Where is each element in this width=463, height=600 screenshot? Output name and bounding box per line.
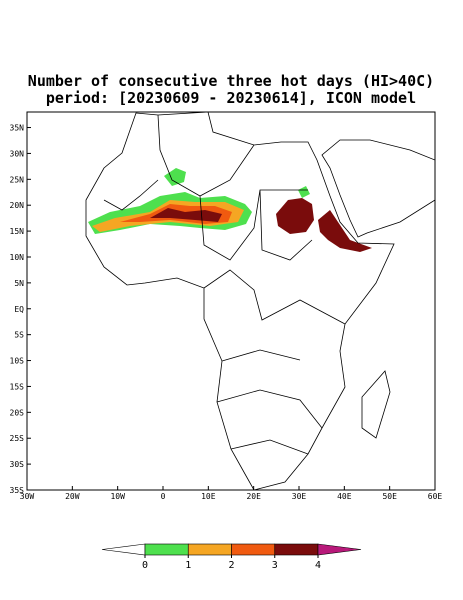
x-tick-label: 10E [201, 492, 216, 501]
y-tick-label: 10N [10, 253, 25, 262]
borders [103, 114, 346, 455]
y-tick-label: 20S [10, 408, 25, 417]
map [85, 112, 435, 490]
colorbar-segment [144, 543, 189, 556]
arabia [321, 139, 435, 238]
x-tick-label: 40E [337, 492, 352, 501]
x-tick-label: 50E [382, 492, 397, 501]
madagascar [361, 370, 391, 439]
x-tick-label: 20W [65, 492, 80, 501]
area-6 [276, 198, 314, 234]
y-tick-label: EQ [14, 305, 24, 314]
hot-areas [88, 168, 372, 252]
colorbar-end [101, 543, 146, 556]
y-tick-label: 20N [10, 201, 25, 210]
y-tick-label: 25S [10, 434, 25, 443]
area-7 [318, 210, 372, 252]
colorbar-segment [274, 543, 319, 556]
map-frame [26, 111, 436, 491]
y-tick-label: 15N [10, 227, 25, 236]
y-tick-label: 25N [10, 175, 25, 184]
colorbar-label: 3 [272, 560, 278, 571]
colorbar-segment [187, 543, 232, 556]
area-5 [164, 168, 186, 186]
colorbar-label: 1 [185, 560, 191, 571]
y-tick-label: 15S [10, 382, 25, 391]
colorbar-label: 0 [142, 560, 148, 571]
x-tick-label: 30E [292, 492, 307, 501]
x-tick-label: 60E [428, 492, 443, 501]
africa [85, 112, 395, 490]
subtitle: period: [20230609 - 20230614], ICON mode… [46, 89, 416, 107]
x-tick-label: 30W [20, 492, 35, 501]
title: Number of consecutive three hot days (HI… [28, 72, 434, 90]
y-tick-label: 30S [10, 460, 25, 469]
y-tick-label: 30N [10, 149, 25, 158]
y-tick-label: 5N [14, 279, 24, 288]
x-tick-label: 20E [246, 492, 261, 501]
x-tick-label: 10W [110, 492, 125, 501]
y-tick-label: 35N [10, 124, 25, 133]
coastlines [85, 112, 435, 490]
colorbar-label: 2 [228, 560, 234, 571]
y-tick-label: 10S [10, 357, 25, 366]
colorbar-segment [231, 543, 276, 556]
colorbar-label: 4 [315, 560, 321, 571]
colorbar-end [317, 543, 362, 556]
area-8 [298, 186, 310, 198]
y-tick-label: 35S [10, 486, 25, 495]
area-4 [150, 208, 222, 222]
x-tick-label: 0 [161, 492, 166, 501]
y-tick-label: 5S [14, 331, 24, 340]
